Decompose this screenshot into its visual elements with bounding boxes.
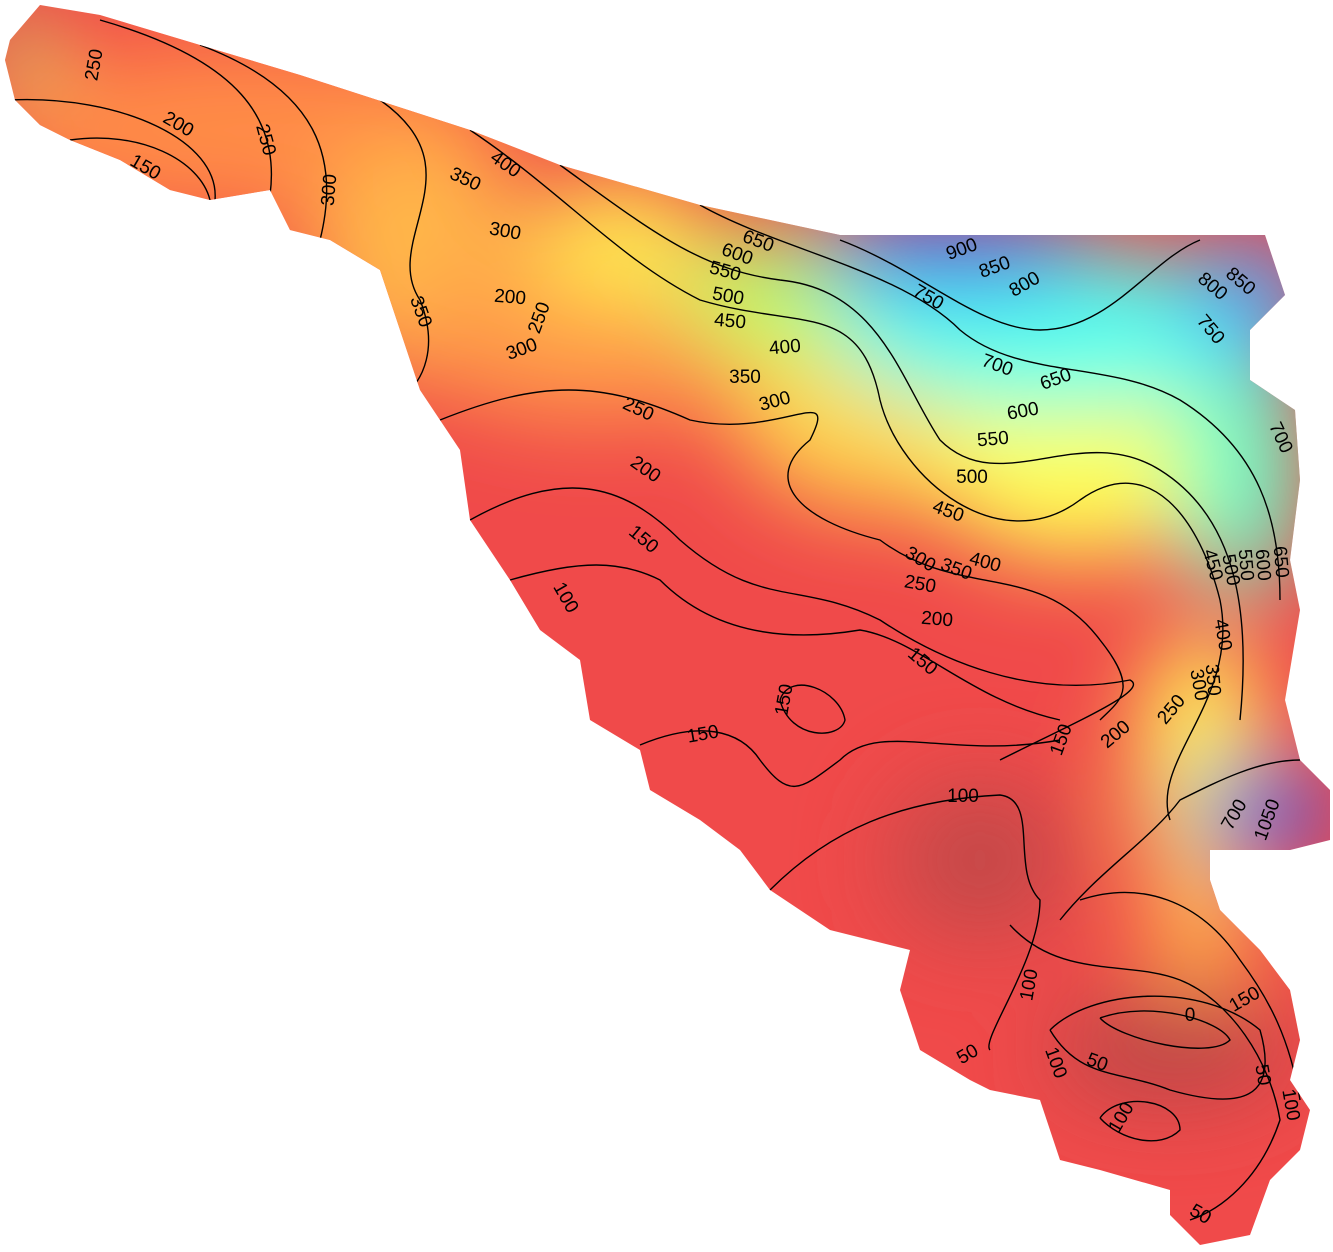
contour-label: 550	[976, 428, 1009, 452]
contour-label: 400	[768, 336, 801, 360]
contour-label: 600	[1251, 548, 1275, 581]
contour-label: 200	[920, 608, 953, 632]
contour-label: 550	[1234, 548, 1258, 581]
contour-label: 300	[318, 173, 342, 206]
contour-label: 50	[1250, 1063, 1274, 1087]
contour-label: 450	[713, 310, 746, 334]
contour-label: 0	[1185, 1005, 1196, 1026]
contour-label: 350	[1201, 663, 1225, 696]
contour-label: 100	[947, 786, 979, 807]
contour-lines	[9, 19, 1301, 1221]
contour-label: 500	[956, 467, 988, 488]
contour-label: 650	[1269, 545, 1293, 578]
contour-label: 350	[729, 367, 761, 388]
contour-label: 200	[493, 286, 526, 310]
